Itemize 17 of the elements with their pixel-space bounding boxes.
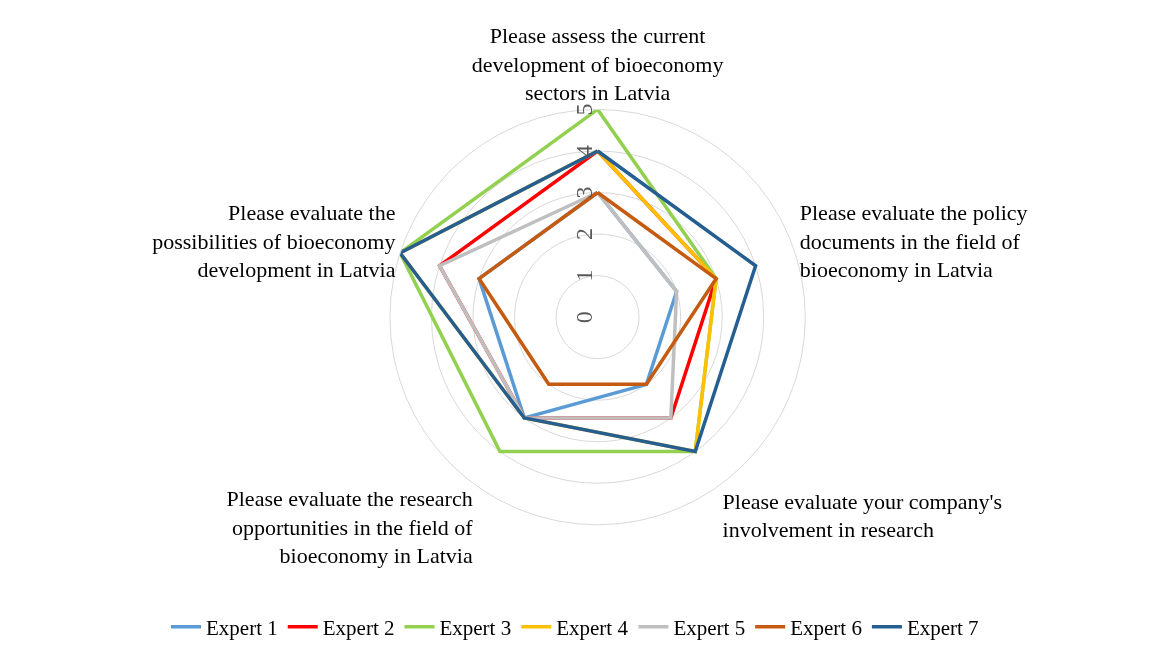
legend-label: Expert 3 [439, 616, 512, 641]
legend-label: Expert 6 [790, 616, 862, 641]
y-tick-label: 4 [571, 144, 598, 157]
y-tick-label: 2 [571, 228, 598, 241]
spoke-label: Please evaluate the policy documents in the field of bioeconomy in Latvia [799, 199, 1028, 283]
legend-label: Expert 2 [322, 616, 395, 641]
spoke-label: Please evaluate the research opportunities in the field of bioeconomy in Latvia [226, 485, 474, 569]
y-tick-label: 5 [571, 103, 598, 116]
legend-label: Expert 7 [906, 616, 979, 641]
legend-label: Expert 5 [673, 616, 746, 641]
legend-label: Expert 1 [206, 616, 278, 641]
spoke-label: Please evaluate your company's involvement in research [722, 488, 1003, 543]
y-tick-label: 3 [571, 186, 598, 199]
spoke-label: Please evaluate the possibilities of bioeconomy development in Latvia [152, 199, 396, 283]
legend-label: Expert 4 [556, 616, 629, 641]
y-tick-label: 0 [571, 311, 598, 324]
y-tick-label: 1 [571, 269, 598, 282]
